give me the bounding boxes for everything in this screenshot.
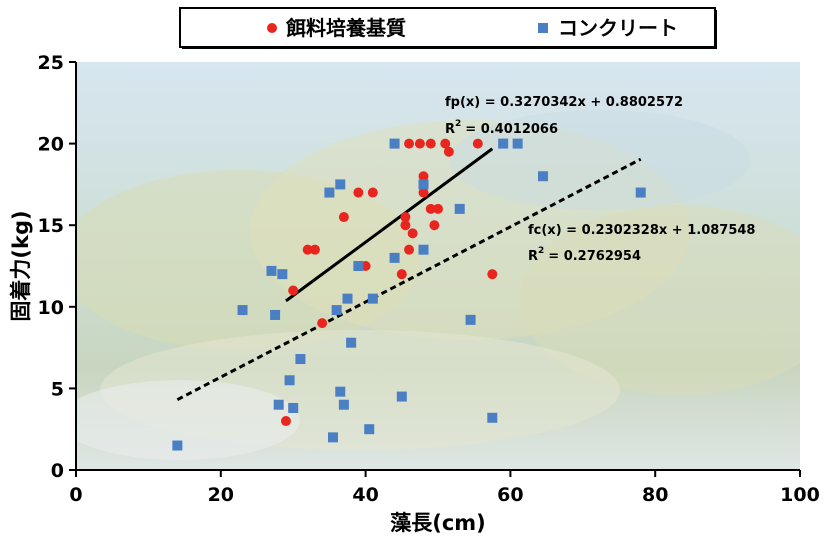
data-point-concrete	[338, 399, 349, 410]
data-point-concrete	[331, 305, 342, 316]
data-point-concrete	[353, 261, 364, 271]
data-point-concrete	[295, 354, 306, 365]
data-point-concrete	[418, 179, 429, 190]
data-point-concrete	[346, 337, 357, 348]
data-point-feed	[353, 187, 364, 198]
x-tick-label: 40	[352, 484, 378, 506]
y-tick-label: 25	[38, 52, 64, 74]
data-point-concrete	[454, 203, 465, 214]
data-point-feed	[414, 138, 425, 149]
data-point-feed	[443, 146, 454, 157]
data-point-concrete	[389, 138, 400, 149]
data-point-feed	[429, 220, 440, 231]
y-tick-label: 5	[51, 378, 64, 400]
data-point-feed	[425, 138, 436, 149]
data-point-feed	[288, 285, 299, 296]
data-point-feed	[407, 228, 418, 239]
data-point-feed	[418, 171, 429, 182]
data-point-feed	[338, 212, 349, 223]
x-tick-label: 80	[642, 484, 668, 506]
y-tick-label: 10	[38, 297, 64, 319]
data-point-concrete	[389, 252, 400, 263]
data-point-concrete	[284, 375, 295, 386]
legend-label-concrete: コンクリート	[558, 16, 678, 40]
y-tick-label: 15	[38, 215, 64, 237]
data-point-concrete	[512, 138, 523, 149]
legend-label-feed: 餌料培養基質	[286, 16, 406, 40]
data-point-concrete	[172, 440, 183, 451]
data-point-concrete	[277, 269, 288, 280]
y-tick-label: 0	[51, 460, 64, 482]
r2-label-concrete: R	[528, 249, 538, 264]
data-point-feed	[440, 138, 451, 149]
x-tick-label: 0	[69, 484, 82, 506]
trendline-equation-concrete: fc(x) = 0.2302328x + 1.087548	[528, 223, 755, 238]
x-axis-title: 藻長(cm)	[390, 511, 486, 535]
svg-text:R2= 0.2762954: R2 = 0.2762954	[528, 246, 641, 264]
x-tick-label: 20	[208, 484, 234, 506]
trendline-concrete	[176, 157, 642, 401]
data-point-feed	[367, 187, 378, 198]
data-point-concrete	[635, 187, 646, 198]
y-tick-label: 20	[38, 134, 64, 156]
data-point-concrete	[498, 138, 509, 149]
y-axis-title: 固着力(kg)	[9, 210, 33, 321]
data-point-concrete	[367, 293, 378, 304]
data-point-concrete	[335, 386, 346, 397]
data-point-feed	[400, 212, 411, 223]
r2-label-feed: R	[445, 122, 455, 137]
data-point-concrete	[364, 424, 375, 435]
data-point-feed	[317, 318, 328, 329]
data-point-concrete	[273, 399, 284, 410]
data-point-concrete	[288, 402, 299, 413]
data-point-concrete	[342, 293, 353, 304]
data-point-concrete	[335, 179, 346, 190]
data-point-concrete	[270, 309, 281, 320]
data-point-concrete	[487, 412, 498, 423]
data-point-concrete	[328, 432, 339, 443]
trendline-label-concrete: fc(x) = 0.2302328x + 1.087548 R2 = 0.2762…	[528, 223, 755, 264]
trendline-feed	[285, 147, 494, 303]
data-point-concrete	[465, 314, 476, 325]
data-point-concrete	[537, 171, 548, 182]
data-point-concrete	[237, 305, 248, 316]
data-point-concrete	[418, 244, 429, 255]
data-point-concrete	[266, 265, 277, 276]
data-point-feed	[487, 269, 498, 280]
svg-text:R2= 0.4012066: R2 = 0.4012066	[445, 119, 558, 137]
data-point-feed	[418, 187, 429, 198]
data-point-feed	[472, 138, 483, 149]
data-point-feed	[425, 203, 436, 214]
data-point-feed	[433, 203, 443, 214]
r2-value-feed: = 0.4012066	[465, 122, 558, 137]
legend-marker-concrete	[538, 23, 548, 33]
trendline-equation-feed: fp(x) = 0.3270342x + 0.8802572	[445, 95, 683, 110]
r2-value-concrete: = 0.2762954	[548, 249, 641, 264]
legend: 餌料培養基質 コンクリート	[179, 7, 717, 49]
data-point-feed	[309, 244, 320, 255]
background-photo	[76, 62, 800, 470]
legend-marker-feed	[267, 23, 277, 33]
data-point-feed	[404, 244, 415, 255]
data-point-feed	[302, 244, 313, 255]
data-point-feed	[280, 416, 291, 427]
x-tick-label: 100	[780, 484, 820, 506]
x-tick-label: 60	[497, 484, 523, 506]
data-point-feed	[396, 269, 407, 280]
data-point-concrete	[396, 391, 407, 402]
data-point-feed	[404, 138, 415, 149]
trendline-label-feed: fp(x) = 0.3270342x + 0.8802572 R2 = 0.401…	[445, 95, 683, 137]
data-point-feed	[400, 220, 411, 231]
data-point-concrete	[324, 187, 335, 198]
